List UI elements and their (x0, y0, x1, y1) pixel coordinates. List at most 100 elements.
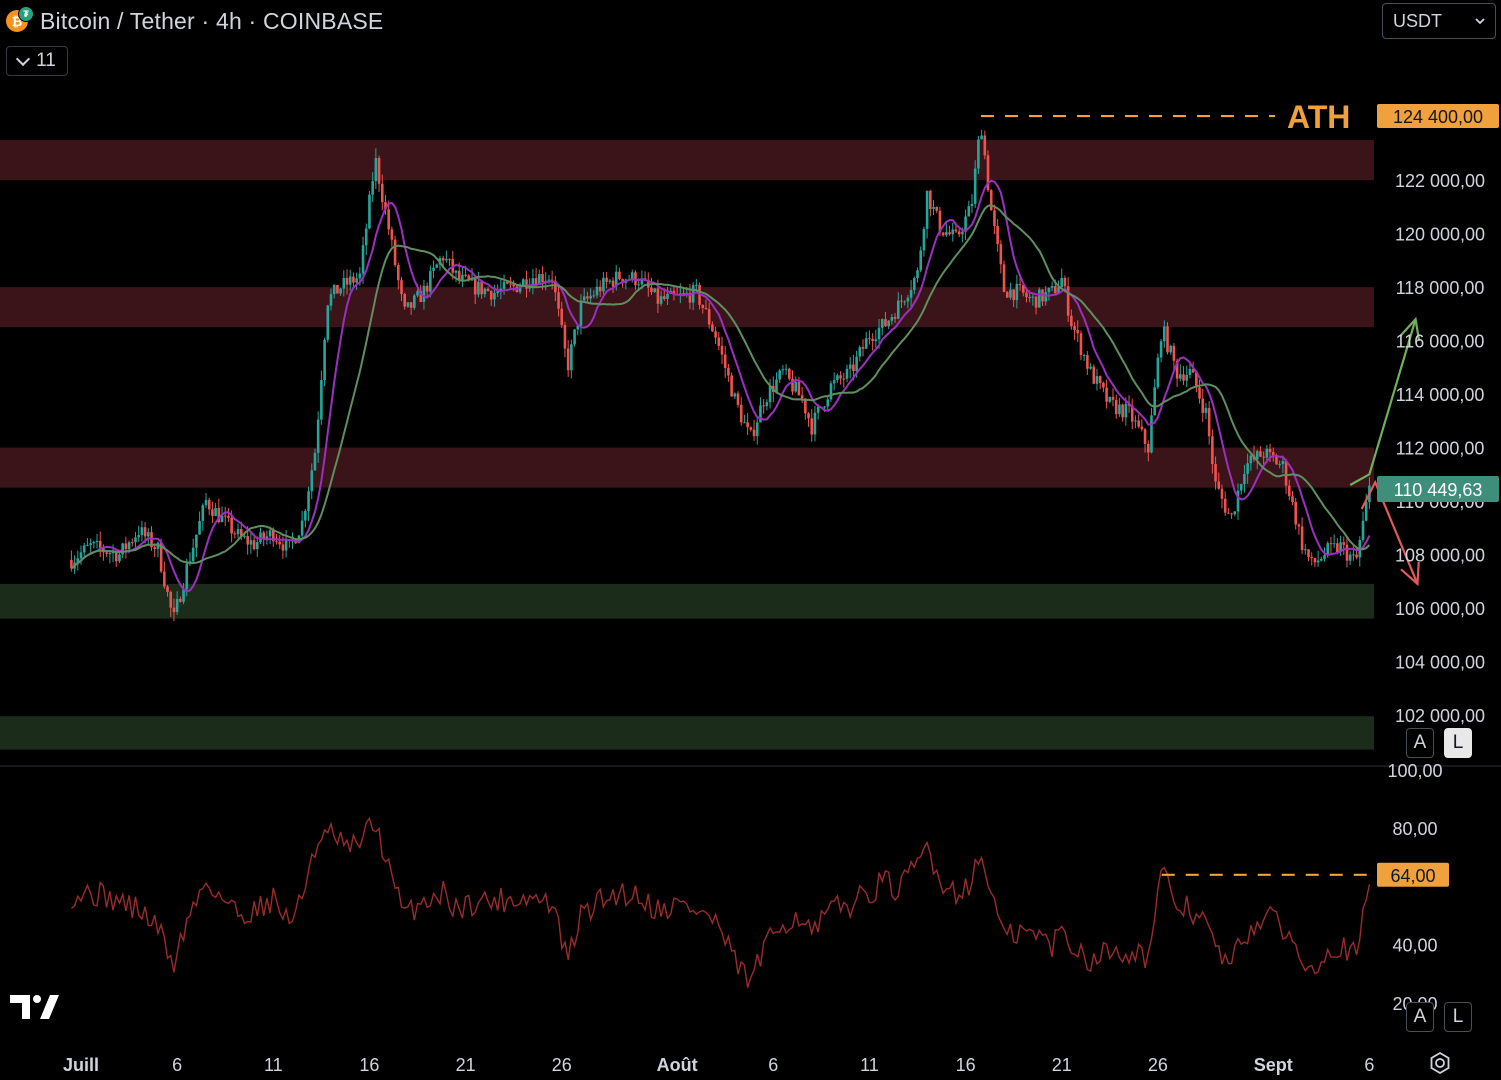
indicators-collapse-button[interactable]: 11 (6, 46, 68, 76)
tradingview-logo[interactable] (10, 993, 60, 1021)
candle-body (320, 380, 323, 420)
candle-body (255, 542, 259, 550)
candle-body (451, 259, 455, 273)
rsi-auto-scale-button[interactable]: A (1406, 1002, 1434, 1032)
symbol-header[interactable]: ₿ ₮ Bitcoin / Tether · 4h · COINBASE (6, 6, 383, 36)
log-scale-button[interactable]: L (1444, 728, 1472, 758)
rsi-level-label: 64,00 (1390, 866, 1435, 886)
candle-body (1323, 555, 1326, 559)
candle-body (1114, 399, 1118, 415)
candle-body (810, 418, 814, 435)
candle-body (339, 288, 342, 294)
candle-body (300, 520, 304, 536)
candle-body (268, 530, 272, 537)
candle-body (496, 291, 499, 294)
candle-body (467, 275, 471, 281)
candle-body (733, 393, 737, 397)
rsi-level-tag (1377, 862, 1449, 887)
candle-body (653, 288, 656, 292)
candle-body (92, 542, 96, 544)
candle-body (233, 533, 237, 535)
candle-body (951, 229, 955, 235)
candle-body (1214, 464, 1217, 482)
candles-group (70, 129, 1371, 622)
candle-body (348, 276, 352, 285)
candle-body (457, 270, 461, 280)
candle-body (400, 280, 403, 295)
candle-body (1009, 289, 1012, 298)
candle-body (586, 296, 589, 299)
candle-body (143, 527, 147, 537)
auto-scale-button[interactable]: A (1406, 728, 1434, 758)
candle-body (829, 383, 833, 400)
candle-body (95, 540, 99, 543)
candle-body (352, 276, 355, 283)
price-axis-tick: 108 000,00 (1395, 545, 1485, 565)
candle-body (1198, 387, 1201, 399)
rsi-log-scale-button[interactable]: L (1444, 1002, 1472, 1032)
candle-body (1352, 554, 1355, 556)
chevron-down-icon (1475, 17, 1485, 24)
candle-body (557, 292, 560, 309)
candle-body (182, 589, 185, 602)
candle-body (768, 385, 772, 403)
price-axis-tick: 104 000,00 (1395, 652, 1485, 672)
candle-body (79, 552, 83, 559)
candle-body (1320, 558, 1323, 561)
candle-body (582, 296, 586, 301)
candle-body (211, 509, 214, 516)
candle-body (1166, 326, 1169, 353)
candle-body (1182, 374, 1185, 381)
candle-body (409, 302, 413, 308)
candle-body (938, 210, 942, 233)
candle-body (448, 258, 451, 260)
candle-body (1076, 330, 1080, 334)
candle-body (1259, 451, 1262, 457)
time-axis-tick: 26 (552, 1055, 572, 1075)
candle-body (480, 281, 483, 295)
candle-body (791, 378, 794, 392)
candle-body (656, 288, 660, 304)
candle-body (499, 288, 503, 292)
candle-body (534, 278, 538, 285)
candle-body (1070, 315, 1073, 327)
candle-body (614, 271, 618, 287)
candle-body (922, 228, 926, 251)
candle-body (797, 381, 801, 396)
candle-body (172, 607, 176, 613)
time-axis-tick: 21 (456, 1055, 476, 1075)
candle-body (1364, 502, 1368, 521)
candle-body (214, 507, 217, 516)
candle-body (983, 135, 987, 156)
candle-body (592, 295, 596, 297)
candle-body (1287, 485, 1291, 497)
candle-body (1207, 408, 1211, 437)
candle-body (326, 305, 330, 340)
candle-body (262, 532, 265, 540)
rsi-axis-tick: 40,00 (1392, 936, 1437, 956)
rsi-axis-tick: 100,00 (1387, 761, 1442, 781)
candle-body (1268, 448, 1272, 453)
time-axis-tick: 11 (264, 1055, 283, 1075)
candle-body (727, 368, 730, 376)
candle-body (387, 209, 390, 230)
settings-gear-icon[interactable] (1428, 1051, 1452, 1075)
candle-body (1275, 456, 1278, 465)
candle-body (249, 540, 253, 545)
ath-label: ATH (1287, 99, 1350, 135)
candle-body (746, 422, 749, 428)
candle-body (845, 368, 849, 379)
currency-select[interactable]: USDT (1382, 3, 1496, 39)
price-axis-tick: 106 000,00 (1395, 599, 1485, 619)
candle-body (755, 422, 759, 437)
candle-body (807, 413, 810, 419)
candle-body (1153, 387, 1156, 416)
candle-body (1028, 296, 1031, 298)
candle-body (762, 405, 765, 407)
candle-body (871, 338, 874, 342)
candle-body (598, 286, 602, 292)
candle-body (413, 295, 416, 308)
candle-body (82, 545, 86, 553)
candle-body (1111, 396, 1115, 400)
